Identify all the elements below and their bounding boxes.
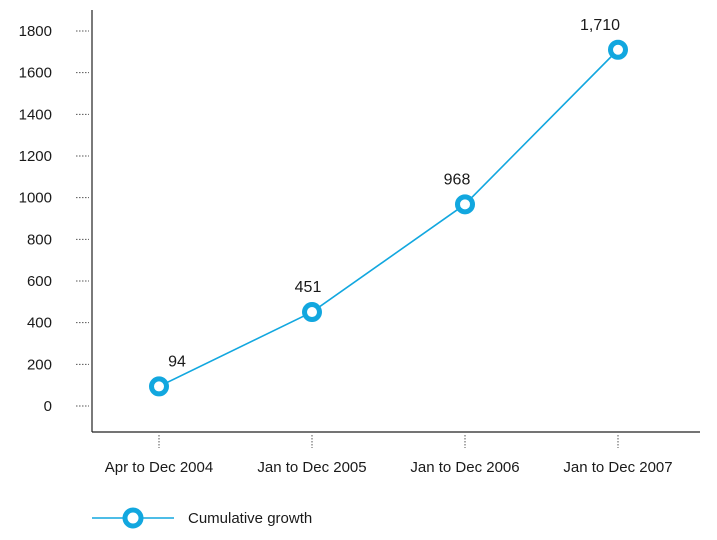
y-tick-label: 0 [44, 398, 52, 415]
x-tick-label: Apr to Dec 2004 [105, 459, 213, 476]
y-tick-label: 1000 [19, 190, 52, 207]
y-tick-label: 1800 [19, 23, 52, 40]
series-cumulative-growth: 94 451 968 1,710 [149, 17, 628, 397]
x-axis-ticks: Apr to Dec 2004 Jan to Dec 2005 Jan to Dec… [105, 435, 673, 476]
chart-legend: Cumulative growth [92, 503, 312, 533]
y-tick-label: 400 [27, 315, 52, 332]
data-label: 451 [295, 279, 322, 296]
data-point [608, 39, 628, 60]
x-tick-label: Jan to Dec 2006 [410, 459, 519, 476]
y-tick-label: 800 [27, 231, 52, 248]
y-tick-label: 1200 [19, 148, 52, 165]
y-tick-label: 1600 [19, 65, 52, 82]
series-line [158, 49, 619, 388]
x-tick-label: Jan to Dec 2005 [257, 459, 366, 476]
data-label: 968 [444, 171, 471, 188]
data-point [302, 302, 322, 323]
chart-axes [91, 10, 700, 433]
legend-label: Cumulative growth [188, 509, 313, 527]
data-label: 94 [168, 353, 186, 370]
x-tick-label: Jan to Dec 2007 [563, 459, 672, 476]
data-point [149, 376, 169, 397]
data-label: 1,710 [580, 17, 620, 34]
y-tick-label: 600 [27, 273, 52, 290]
y-axis-ticks: 0 200 400 600 800 1000 1200 1400 1600 1800 [19, 23, 89, 415]
y-tick-label: 200 [27, 356, 52, 373]
data-point [455, 194, 475, 215]
legend-marker-icon [92, 507, 174, 529]
y-tick-label: 1400 [19, 106, 52, 123]
